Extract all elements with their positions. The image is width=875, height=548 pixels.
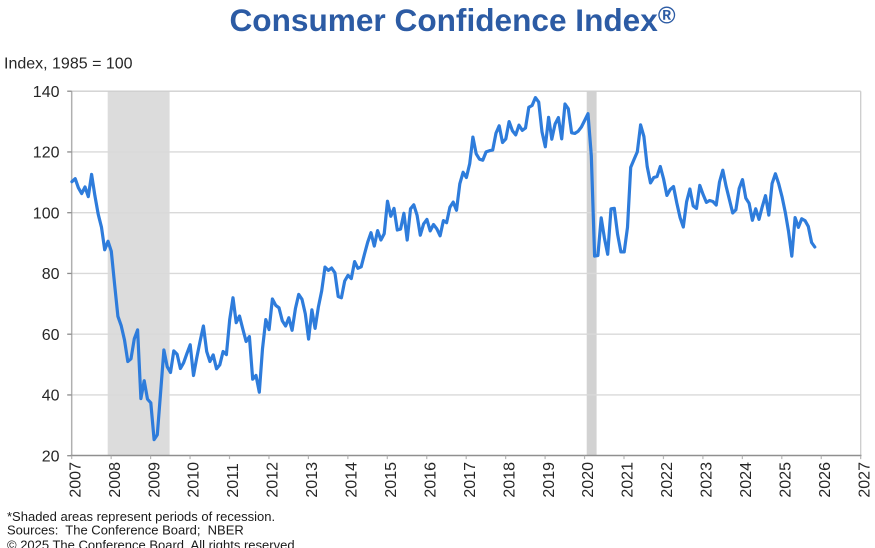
svg-text:120: 120 [33, 145, 60, 162]
svg-text:Index, 1985 = 100: Index, 1985 = 100 [4, 56, 133, 73]
svg-text:2012: 2012 [265, 462, 282, 498]
svg-text:© 2025 The Conference Board. A: © 2025 The Conference Board. All rights … [7, 538, 298, 548]
svg-text:100: 100 [33, 205, 60, 222]
svg-text:2026: 2026 [817, 462, 834, 498]
svg-text:80: 80 [42, 266, 60, 283]
svg-text:2020: 2020 [580, 462, 597, 498]
svg-text:2010: 2010 [186, 462, 203, 498]
svg-text:2023: 2023 [699, 462, 716, 498]
svg-text:2013: 2013 [304, 462, 321, 498]
svg-text:Consumer Confidence Index®: Consumer Confidence Index® [229, 2, 675, 38]
svg-text:2016: 2016 [422, 462, 439, 498]
svg-text:2022: 2022 [659, 462, 676, 498]
svg-text:2007: 2007 [67, 462, 84, 498]
svg-text:140: 140 [33, 84, 60, 101]
svg-text:2008: 2008 [107, 462, 124, 498]
svg-text:2027: 2027 [856, 462, 873, 498]
svg-text:2011: 2011 [225, 463, 242, 498]
svg-text:*Shaded areas represent period: *Shaded areas represent periods of reces… [7, 509, 275, 524]
svg-text:2021: 2021 [620, 462, 637, 498]
svg-text:Sources: The Conference Board: Sources: The Conference Board; NBER [7, 523, 244, 538]
svg-text:2024: 2024 [738, 462, 755, 498]
svg-text:20: 20 [42, 448, 60, 465]
svg-text:40: 40 [42, 388, 60, 405]
svg-text:60: 60 [42, 327, 60, 344]
svg-text:2017: 2017 [462, 462, 479, 498]
svg-text:2009: 2009 [146, 462, 163, 498]
svg-text:2019: 2019 [541, 462, 558, 498]
svg-text:2018: 2018 [501, 462, 518, 498]
svg-text:2025: 2025 [778, 462, 795, 498]
svg-text:2015: 2015 [383, 462, 400, 498]
svg-text:2014: 2014 [344, 462, 361, 498]
